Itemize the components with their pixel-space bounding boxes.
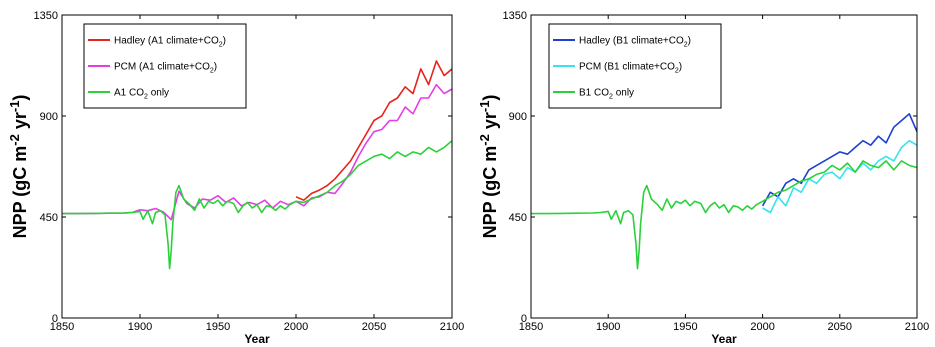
- x-tick-label: 2050: [362, 321, 386, 333]
- chart-1: 1850 1900 1950 2000 2050 2100 0 450 900 1350 Year N…: [7, 10, 464, 346]
- y-tick-label: 900: [40, 111, 58, 123]
- x-tick-label: 2000: [284, 321, 308, 333]
- plot-frame: [61, 14, 453, 319]
- x-axis-label: Year: [244, 332, 270, 346]
- x-tick-label: 1950: [673, 321, 697, 333]
- legend-entry: PCM (B1 climate+CO2): [579, 62, 682, 75]
- x-tick-label: 2000: [750, 321, 774, 333]
- legend-entry: Hadley (A1 climate+CO2): [114, 36, 226, 49]
- x-tick-label: 1850: [519, 321, 543, 333]
- y-tick-label: 0: [52, 313, 58, 325]
- series-line-2: [762, 139, 917, 214]
- y-tick-label: 450: [509, 212, 527, 224]
- y-tick-label: 1350: [34, 10, 58, 22]
- x-tick-label: 2100: [440, 321, 464, 333]
- x-tick-label: 1900: [596, 321, 620, 333]
- y-tick-label: 450: [40, 212, 58, 224]
- x-tick-label: 1900: [128, 321, 152, 333]
- series-group: [62, 60, 452, 270]
- y-axis-label: NPP (gC m-2 yr-1): [7, 95, 30, 239]
- y-axis-label: NPP (gC m-2 yr-1): [477, 95, 500, 239]
- legend-entry: PCM (A1 climate+CO2): [114, 62, 217, 75]
- x-tick-label: 1950: [206, 321, 230, 333]
- y-tick-label: 900: [509, 111, 527, 123]
- legend: Hadley (B1 climate+CO2) PCM (B1 climate+C…: [548, 23, 722, 109]
- legend-entry: B1 CO2 only: [579, 88, 634, 101]
- series-line-1: [295, 60, 452, 201]
- series-line-1: [761, 113, 917, 207]
- series-line-3: [62, 140, 452, 270]
- legend-box: [548, 23, 722, 109]
- y-tick-label: 0: [521, 313, 527, 325]
- x-axis-label: Year: [711, 332, 737, 346]
- x-tick-label: 1850: [50, 321, 74, 333]
- legend-entry: A1 CO2 only: [114, 88, 169, 101]
- chart-2: 1850 1900 1950 2000 2050 2100 0 450 900 1350 Year N…: [477, 10, 929, 346]
- x-tick-label: 2100: [905, 321, 929, 333]
- plot-frame: [530, 14, 918, 319]
- x-tick-label: 2050: [828, 321, 852, 333]
- legend-box: [83, 23, 247, 109]
- y-tick-label: 1350: [503, 10, 527, 22]
- legend-entry: Hadley (B1 climate+CO2): [579, 36, 691, 49]
- series-group: [531, 113, 917, 270]
- series-line-3: [531, 160, 917, 270]
- legend: Hadley (A1 climate+CO2) PCM (A1 climate+C…: [83, 23, 247, 109]
